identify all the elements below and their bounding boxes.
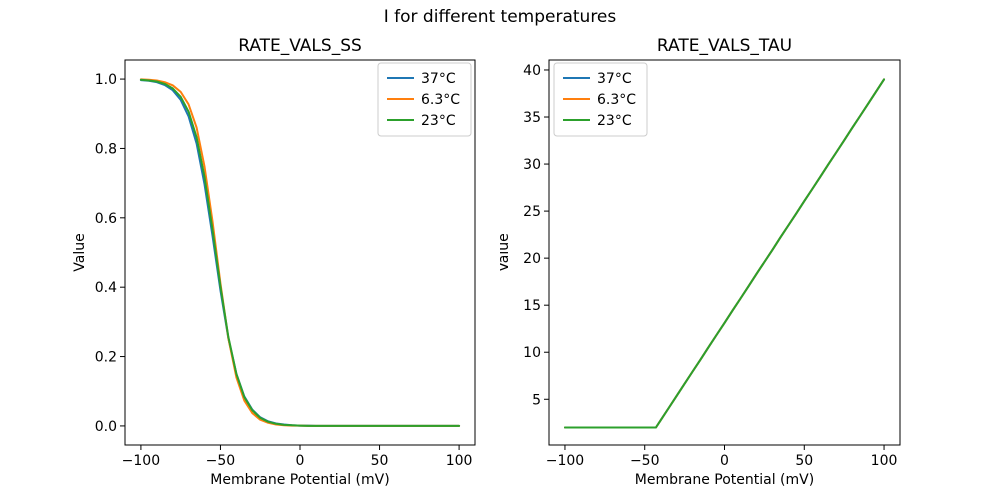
y-tick-label: 10	[523, 345, 541, 361]
y-tick-label: 15	[523, 298, 541, 314]
chart-rate-vals-tau: RATE_VALS_TAU −100 −50 0 50 100 5 10 15 20 25 30 35 4…	[500, 36, 901, 488]
legend-label: 23°C	[421, 113, 456, 129]
x-tick-label: 50	[795, 453, 813, 469]
x-tick-label: −50	[630, 453, 660, 469]
y-tick-label: 35	[523, 110, 541, 126]
y-tick-label: 0.8	[95, 141, 117, 157]
x-tick-label: 100	[446, 453, 473, 469]
chart-rate-vals-ss: RATE_VALS_SS −100 −50 0 50 100 0.0 0.2 0.4 0.6 0.8…	[72, 36, 476, 488]
x-tick-label: 0	[296, 453, 305, 469]
legend-label: 37°C	[597, 71, 632, 87]
y-tick-label: 1.0	[95, 72, 117, 88]
y-tick-label: 0.0	[95, 419, 117, 435]
y-tick-label: 0.6	[95, 211, 117, 227]
y-tick-label: 0.2	[95, 350, 117, 366]
x-tick-label: −50	[206, 453, 236, 469]
figure-title: I for different temperatures	[383, 7, 617, 27]
x-tick-label: 50	[371, 453, 389, 469]
y-tick-label: 20	[523, 251, 541, 267]
subplot-title: RATE_VALS_TAU	[657, 36, 792, 56]
y-axis-label: Value	[500, 233, 512, 271]
x-axis-label: Membrane Potential (mV)	[210, 472, 389, 488]
y-tick-label: 0.4	[95, 280, 117, 296]
legend-label: 6.3°C	[421, 92, 460, 108]
x-tick-label: 0	[720, 453, 729, 469]
series-line	[564, 78, 885, 429]
y-tick-label: 40	[523, 63, 541, 79]
legend-label: 23°C	[597, 113, 632, 129]
x-axis-label: Membrane Potential (mV)	[635, 472, 814, 488]
x-tick-label: −100	[546, 453, 584, 469]
x-tick-label: −100	[122, 453, 160, 469]
series-line	[139, 78, 461, 427]
legend-label: 6.3°C	[597, 92, 636, 108]
y-tick-label: 30	[523, 157, 541, 173]
y-tick-label: 25	[523, 204, 541, 220]
legend-box	[553, 62, 648, 137]
y-axis-label: Value	[72, 233, 88, 271]
legend-label: 37°C	[421, 71, 456, 87]
y-tick-label: 5	[532, 392, 541, 408]
legend-box	[377, 62, 472, 137]
x-tick-label: 100	[871, 453, 898, 469]
subplot-title: RATE_VALS_SS	[238, 36, 362, 56]
